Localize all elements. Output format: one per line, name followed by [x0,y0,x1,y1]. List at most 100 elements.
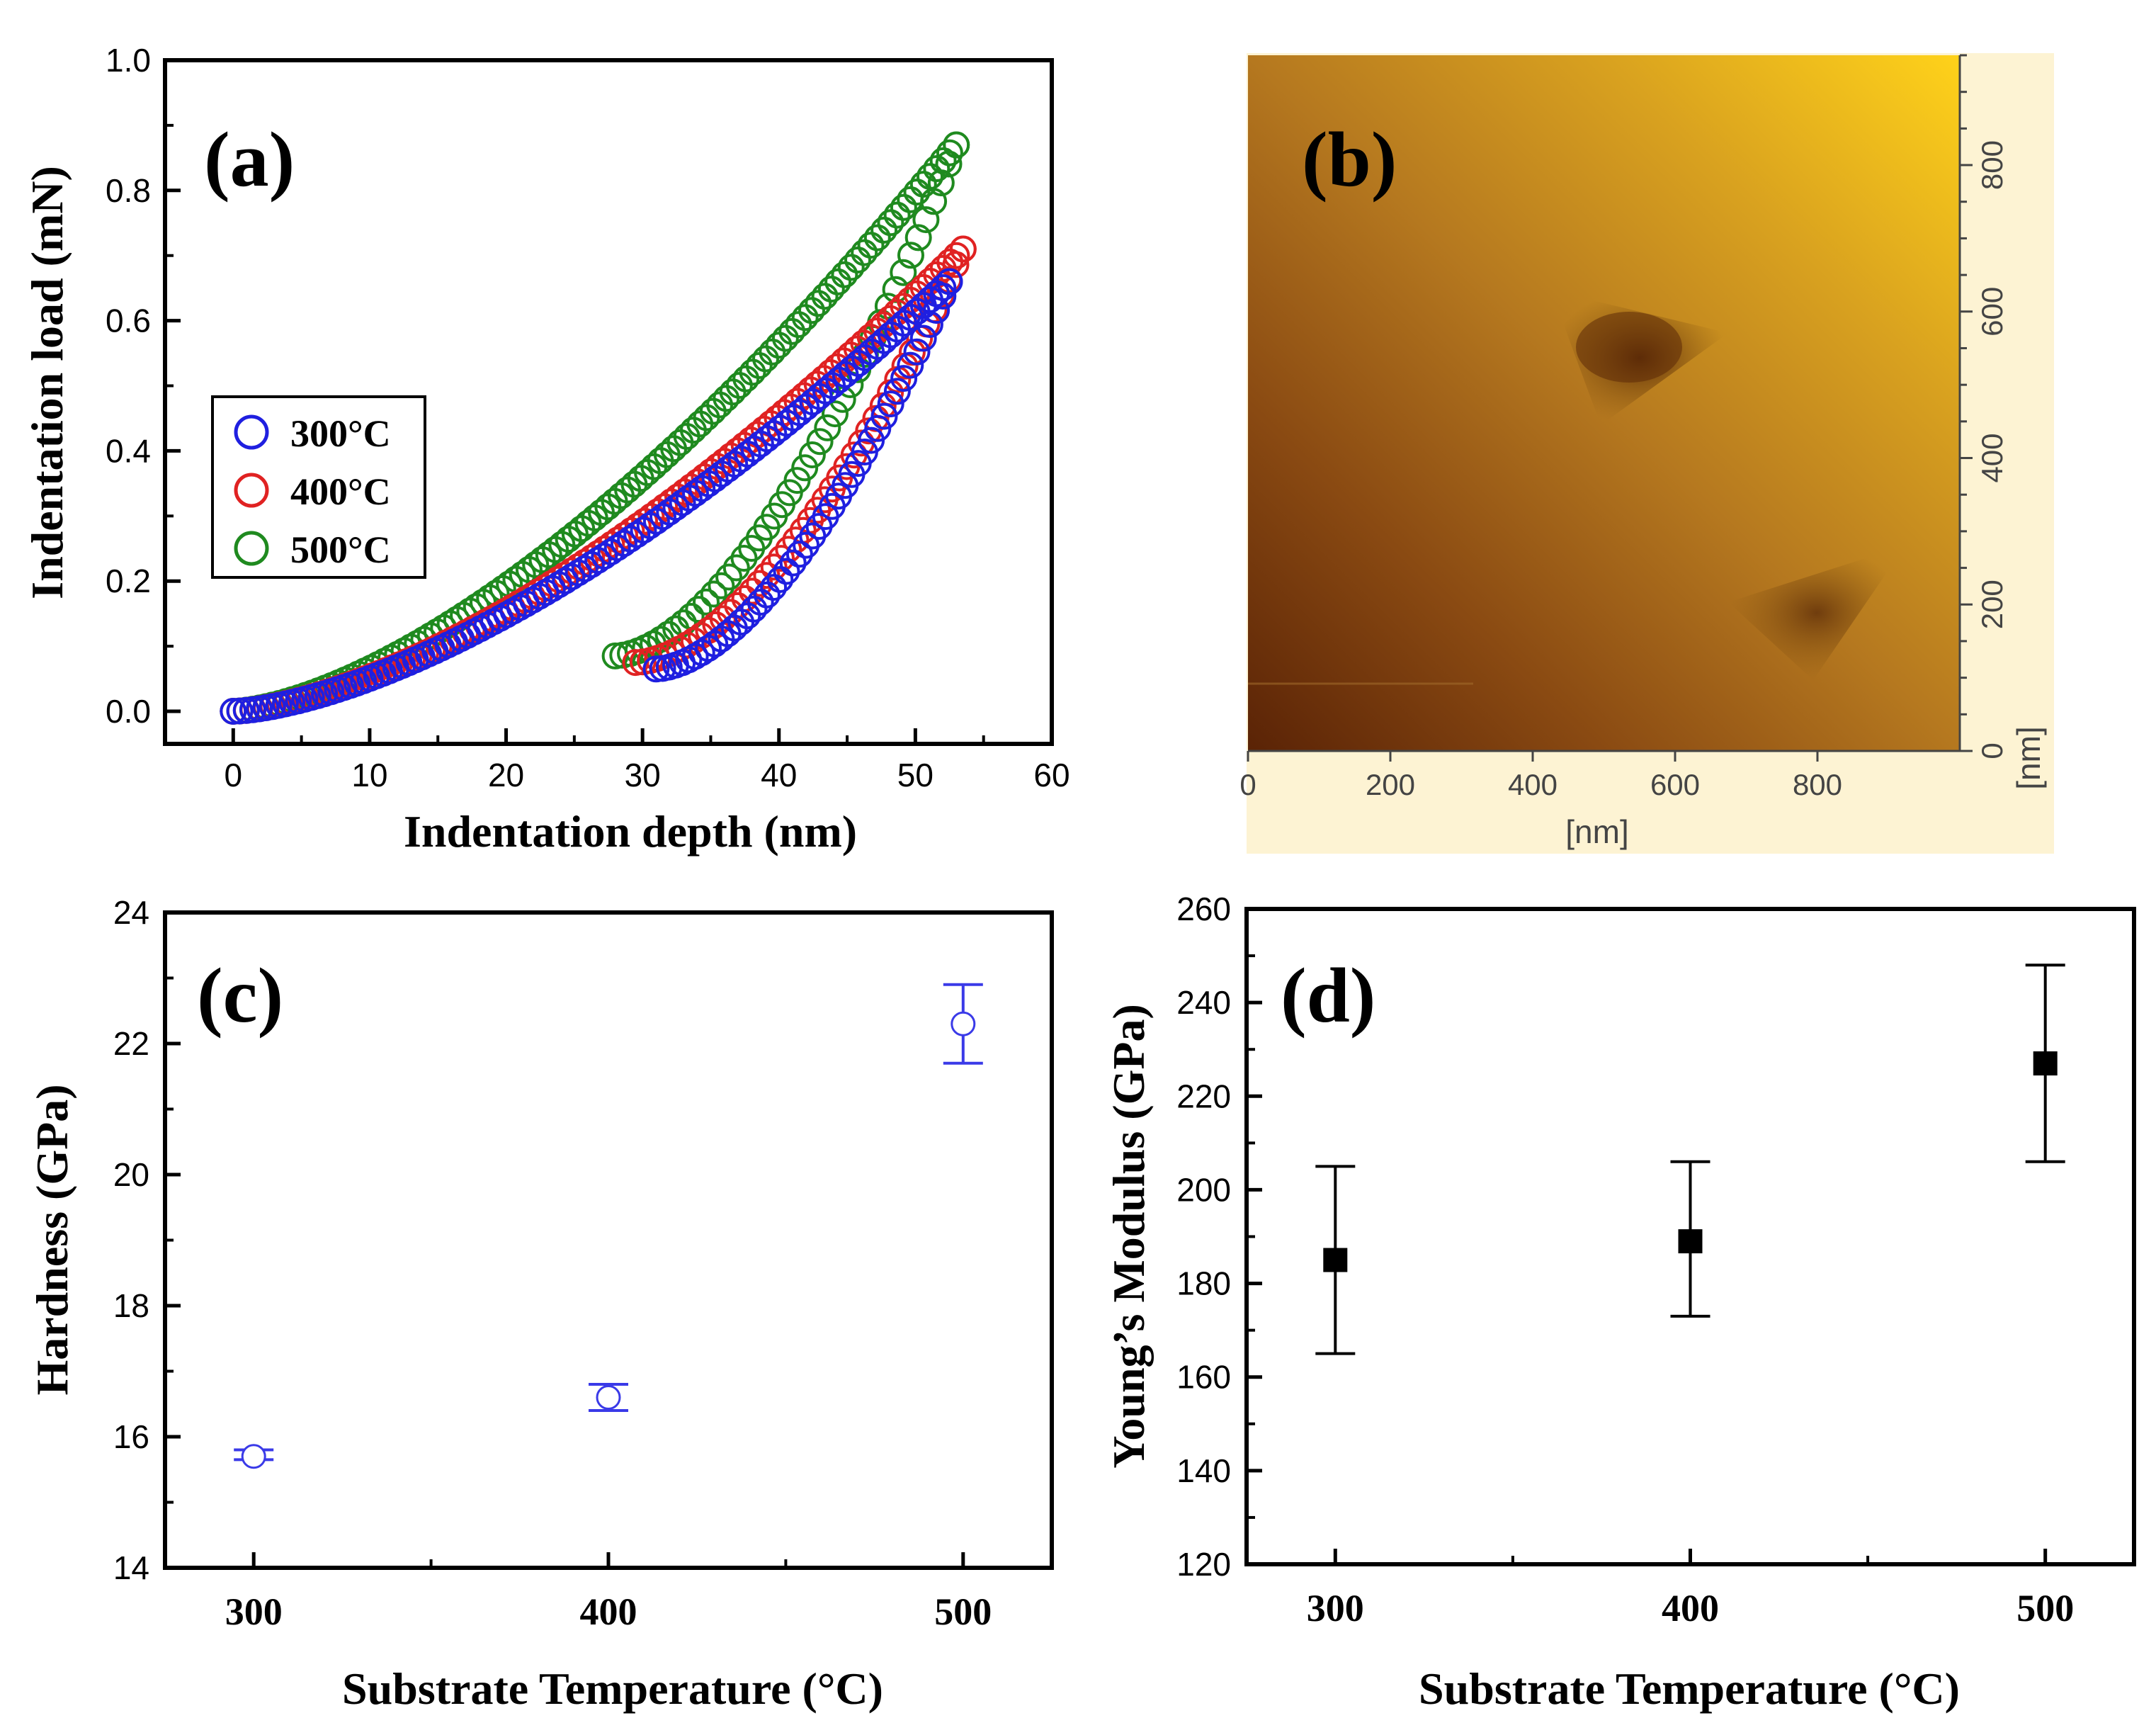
panel-a-data [220,131,977,725]
data-point-500°C [700,580,727,608]
data-point-500°C [837,254,865,281]
d-data-point [2033,1051,2058,1076]
data-point-500°C [693,588,720,616]
b-y-tick-label: 0 [1975,742,2009,759]
data-point-500°C [739,358,766,386]
d-y-tick-label: 160 [1176,1359,1231,1396]
legend-500-marker [234,531,269,566]
data-point-500°C [785,311,812,339]
data-point-300°C [558,563,586,591]
data-point-500°C [870,216,898,244]
a-x-tick-label: 50 [897,757,934,793]
data-point-500°C [798,441,826,468]
data-point-300°C [916,311,943,338]
data-point-500°C [936,139,963,166]
data-point-400°C [671,478,698,506]
c-y-tick-label: 20 [113,1156,149,1193]
panel-a-x-axis-label: Indentation depth (nm) [404,806,857,857]
data-point-500°C [890,259,917,286]
c-data-point [596,1385,621,1410]
data-point-500°C [877,209,904,237]
data-point-300°C [642,655,670,683]
data-point-300°C [923,297,951,324]
data-point-300°C [779,549,807,577]
data-point-400°C [688,622,715,650]
data-point-500°C [883,201,911,229]
a-y-tick-label: 0.0 [106,693,151,730]
c-y-tick-label: 16 [113,1418,149,1455]
b-x-tick-label: 200 [1366,768,1415,801]
legend-300-marker [234,414,269,450]
data-point-400°C [618,517,645,544]
legend-500-label: 500°C [290,529,391,571]
data-point-500°C [811,283,839,310]
d-x-tick-label: 300 [1307,1587,1364,1629]
data-point-400°C [760,553,788,581]
panel-b-ticks: 0 200 400 600 800 0 200 400 600 800 [1239,54,2009,801]
a-y-tick-label: 0.4 [106,432,151,469]
data-point-500°C [713,385,740,412]
data-point-500°C [863,224,891,252]
panel-d-data [1315,963,2065,1355]
data-point-300°C [793,531,820,559]
data-point-400°C [949,235,977,263]
data-point-300°C [883,378,911,405]
data-point-500°C [851,239,878,266]
panel-b-afm-image: 0 200 400 600 800 0 200 400 600 800 (b) [nm] [nm] [1239,53,2054,854]
data-point-300°C [877,390,904,418]
data-point-500°C [904,224,932,252]
data-point-300°C [584,547,612,574]
data-point-500°C [771,324,799,352]
data-point-500°C [844,247,871,273]
b-x-tick-label: 0 [1239,768,1256,801]
data-point-500°C [706,391,734,419]
data-point-500°C [715,563,743,591]
data-point-300°C [545,571,572,599]
data-point-500°C [897,186,924,213]
panel-c-y-axis-label: Hardness (GPa) [27,1084,77,1395]
data-point-300°C [571,555,598,582]
c-y-tick-label: 24 [113,894,149,931]
c-data-point [241,1444,266,1469]
data-point-300°C [740,595,768,623]
data-point-300°C [591,543,618,570]
series-500°C [220,131,970,725]
panel-d-youngs-modulus: 300 400 500 120 140 160 180 200 220 240 260 (d) Su… [1103,891,2136,1714]
panel-a-label: (a) [204,116,295,203]
b-y-tick-label: 200 [1975,580,2009,629]
a-x-tick-label: 60 [1033,757,1070,793]
data-point-400°C [624,512,652,540]
panel-c-data [234,983,983,1469]
panel-d-ticks: 300 400 500 120 140 160 180 200 220 240 260 [1176,891,2074,1629]
data-point-300°C [936,268,963,295]
data-point-500°C [752,345,779,373]
data-point-500°C [745,352,773,379]
data-point-500°C [923,155,951,182]
panel-a-frame [163,58,1054,746]
data-point-500°C [732,365,760,392]
a-x-tick-label: 0 [225,757,243,793]
data-point-400°C [768,545,795,572]
d-y-tick-label: 200 [1176,1171,1231,1208]
legend-400-marker [234,473,269,508]
legend-300-label: 300°C [290,412,391,455]
legend-400-label: 400°C [290,470,391,513]
data-point-300°C [785,541,813,568]
data-point-400°C [942,251,970,278]
panel-b-label: (b) [1302,116,1397,203]
data-point-500°C [722,554,750,582]
c-y-tick-label: 18 [113,1287,149,1324]
d-data-point [1678,1229,1703,1254]
a-y-tick-label: 0.6 [106,303,151,339]
data-point-500°C [822,400,849,428]
panel-c-x-axis-label: Substrate Temperature (°C) [342,1663,883,1714]
panel-a-indentation-curves: 0 10 20 30 40 50 60 0.0 0.2 0.4 0.6 0.8 1.0 (a) Inde… [22,42,1070,857]
data-point-300°C [526,582,553,610]
d-y-tick-label: 120 [1176,1546,1231,1583]
data-point-300°C [577,550,605,578]
c-data-point [951,1011,976,1036]
d-x-tick-label: 400 [1662,1587,1719,1629]
data-point-300°C [564,559,592,587]
b-y-tick-label: 600 [1975,287,2009,337]
data-point-500°C [831,261,858,288]
